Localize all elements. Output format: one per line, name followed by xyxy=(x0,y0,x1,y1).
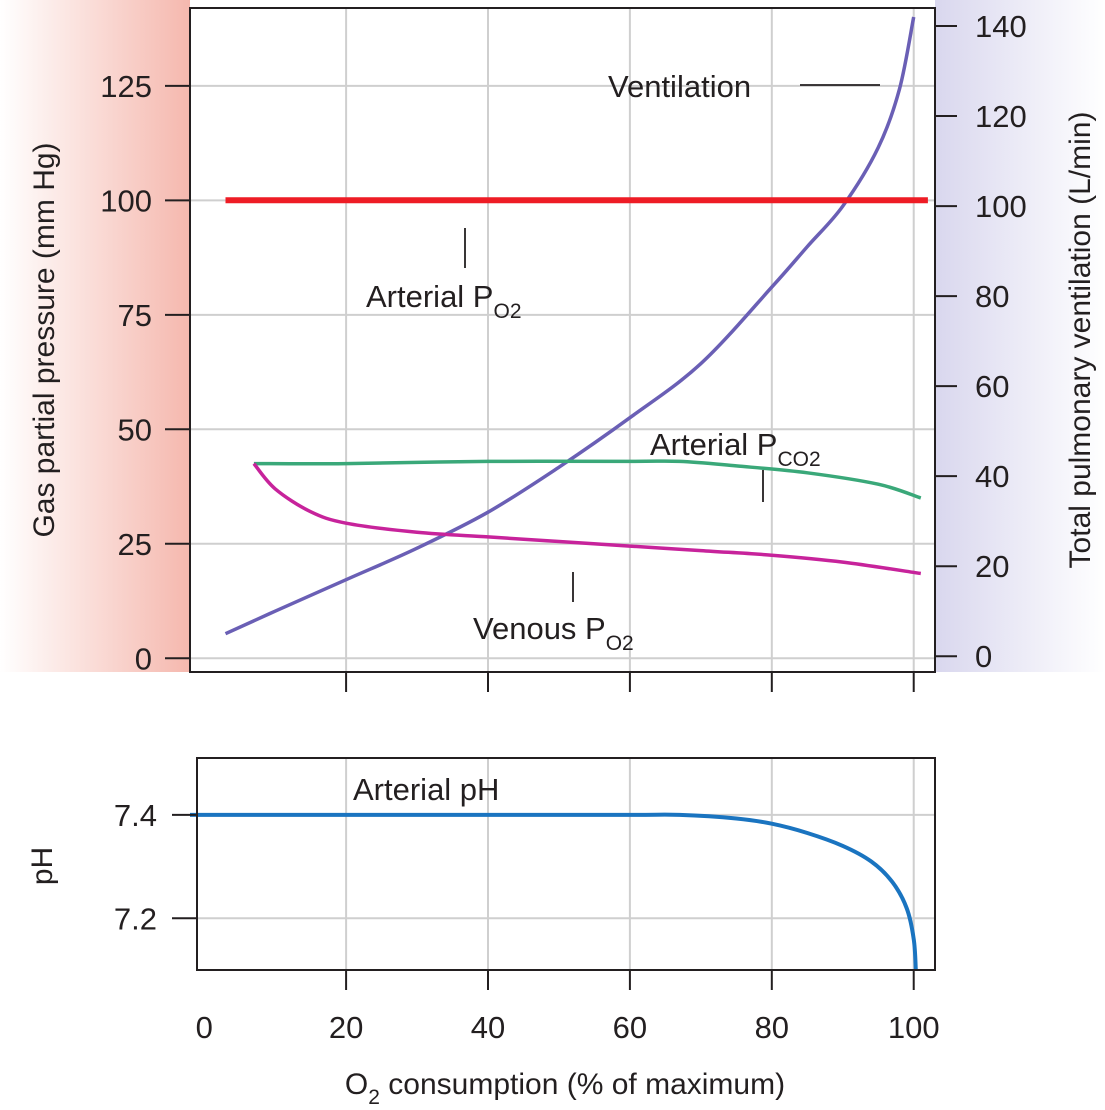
bottom-x-tick-label: 100 xyxy=(888,1010,940,1045)
right-axis-tick-label: 60 xyxy=(975,369,1009,404)
arterial-pco2-line xyxy=(253,459,922,500)
bottom-x-tick-label: 20 xyxy=(329,1010,363,1045)
right-axis-tick-label: 0 xyxy=(975,639,992,674)
bottom-x-axis-ticks: 0 20 40 60 80 100 xyxy=(196,970,940,1045)
left-axis-tick-label: 0 xyxy=(135,641,152,676)
left-axis-tick-label: 100 xyxy=(100,183,152,218)
right-axis-tick-label: 20 xyxy=(975,549,1009,584)
bottom-x-tick-label: 40 xyxy=(471,1010,505,1045)
top-chart: 0 25 50 75 100 125 0 20 40 60 80 100 120 140 Gas par… xyxy=(28,7,1097,692)
right-axis-tick-label: 140 xyxy=(975,9,1027,44)
bottom-chart: 7.2 7.4 0 20 40 60 80 100 pH Arterial pH O2 co… xyxy=(26,757,940,1109)
arterial-pco2-label-text: Arterial PCO2 xyxy=(650,427,821,471)
top-x-axis-ticks xyxy=(345,672,915,692)
ventilation-line xyxy=(224,16,916,636)
left-axis-title: Gas partial pressure (mm Hg) xyxy=(28,142,61,537)
venous-po2-label-text: Venous PO2 xyxy=(473,611,634,655)
bottom-chart-series xyxy=(190,812,918,971)
bottom-x-tick-label: 80 xyxy=(755,1010,789,1045)
ph-axis-tick-label: 7.2 xyxy=(114,901,157,936)
arterial-po2-label-text: Arterial PO2 xyxy=(366,279,522,323)
top-chart-grid xyxy=(190,8,935,672)
ph-axis-tick-label: 7.4 xyxy=(114,798,157,833)
left-axis-tick-label: 75 xyxy=(118,298,152,333)
ph-axis-ticks: 7.2 7.4 xyxy=(114,798,197,936)
arterial-po2-label: Arterial PO2 xyxy=(366,228,522,323)
top-chart-series xyxy=(224,16,928,636)
left-axis-tick-label: 50 xyxy=(118,412,152,447)
ventilation-label-text: Ventilation xyxy=(608,69,751,104)
arterial-ph-line xyxy=(190,812,918,971)
left-axis-ticks: 0 25 50 75 100 125 xyxy=(100,69,190,676)
bottom-chart-frame xyxy=(196,757,936,971)
ph-axis-title: pH xyxy=(26,847,59,885)
left-axis-band xyxy=(0,0,190,672)
ventilation-label: Ventilation xyxy=(608,69,880,104)
right-axis-title: Total pulmonary ventilation (L/min) xyxy=(1064,112,1097,569)
bottom-x-tick-label: 60 xyxy=(613,1010,647,1045)
venous-po2-label: Venous PO2 xyxy=(473,572,634,655)
top-chart-frame xyxy=(189,7,936,673)
bottom-x-tick-label: 0 xyxy=(196,1010,213,1045)
right-axis-ticks: 0 20 40 60 80 100 120 140 xyxy=(935,9,1027,674)
right-axis-tick-label: 80 xyxy=(975,279,1009,314)
arterial-pco2-label: Arterial PCO2 xyxy=(650,427,821,502)
x-axis-title: O2 consumption (% of maximum) xyxy=(345,1068,785,1109)
arterial-ph-label: Arterial pH xyxy=(353,772,499,807)
left-axis-tick-label: 125 xyxy=(100,69,152,104)
right-axis-tick-label: 120 xyxy=(975,99,1027,134)
venous-po2-line xyxy=(252,462,922,576)
bottom-chart-grid xyxy=(197,758,935,970)
right-axis-tick-label: 40 xyxy=(975,459,1009,494)
right-axis-band xyxy=(935,0,1105,672)
right-axis-tick-label: 100 xyxy=(975,189,1027,224)
left-axis-tick-label: 25 xyxy=(118,527,152,562)
